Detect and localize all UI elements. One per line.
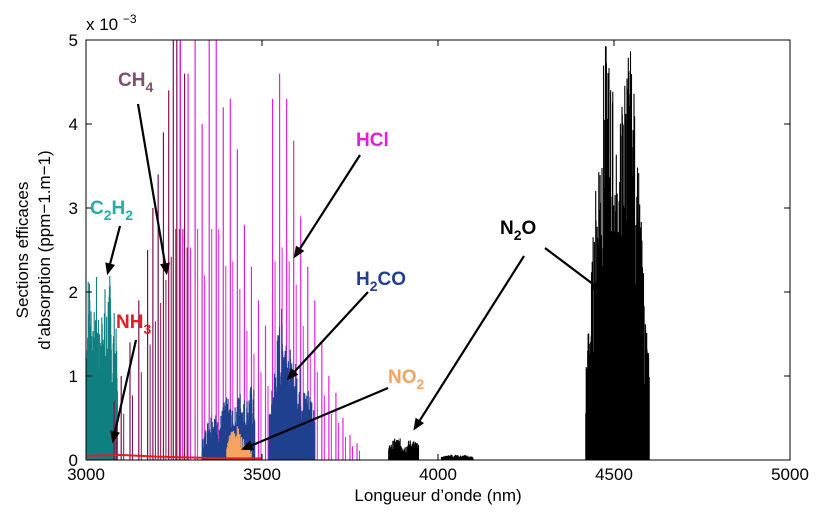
annotation-arrowhead-ch4 [160, 262, 170, 276]
annotation-label-nh3: NH3 [116, 312, 151, 337]
y-tick-label: 0 [69, 451, 78, 470]
y-axis-label-line2: d’absorption (ppm−1.m−1) [35, 150, 54, 349]
x-tick-label: 3000 [67, 465, 105, 484]
y-tick-label: 2 [69, 283, 78, 302]
annotation-arrow-nh3 [114, 339, 138, 432]
annotation-arrow-c2h2 [109, 225, 122, 264]
annotation-label-hcl: HCl [356, 130, 389, 151]
annotation-arrowhead-hcl [293, 245, 305, 259]
plot-frame [85, 39, 791, 461]
x-tick-label: 4500 [595, 465, 633, 484]
baseline-nh3 [86, 453, 262, 460]
annotation-no2: NO2 [240, 367, 425, 450]
annotation-h2co: H2CO [286, 269, 406, 381]
band-n2o [388, 438, 420, 460]
annotation-arrow-n2o [544, 247, 595, 286]
annotation-label-n2o: N2O [500, 218, 536, 243]
annotation-hcl: HCl [293, 130, 389, 259]
annotation-arrow-n2o [418, 255, 525, 422]
x-tick-label: 4000 [419, 465, 457, 484]
annotation-arrowhead-n2o [413, 417, 425, 431]
annotation-arrow-hcl [299, 154, 361, 249]
series-layer [86, 40, 650, 460]
annotation-ch4: CH4 [118, 70, 170, 276]
series-nh3 [86, 453, 262, 460]
y-tick-label: 1 [69, 367, 78, 386]
annotation-arrow-no2 [251, 386, 389, 447]
band-n2o [440, 454, 474, 460]
annotation-c2h2: C2H2 [90, 198, 133, 276]
annotation-arrowhead-c2h2 [105, 262, 115, 276]
annotation-arrowhead-h2co [286, 367, 299, 381]
x-axis-label: Longueur d’onde (nm) [354, 486, 521, 505]
band-no2 [226, 426, 252, 460]
annotation-label-no2: NO2 [388, 367, 425, 392]
annotation-label-h2co: H2CO [356, 269, 406, 294]
annotation-arrowhead-nh3 [110, 430, 120, 444]
annotation-label-c2h2: C2H2 [90, 198, 133, 223]
annotation-layer: CH4 HCl C2H2 NH3 H2CO NO2 N2O [90, 70, 604, 450]
series-no2 [226, 426, 252, 460]
band-n2o [585, 46, 650, 460]
series-n2o [388, 46, 650, 460]
y-multiplier-exponent: −3 [123, 12, 137, 26]
ticks-layer: 3000 3500 4000 4500 5000 0 1 2 3 4 5 [67, 31, 809, 484]
y-tick-label: 3 [69, 199, 78, 218]
y-tick-label: 4 [69, 115, 78, 134]
y-multiplier: x 10 −3 [86, 12, 137, 34]
annotation-arrowhead-n2o [590, 280, 604, 292]
y-multiplier-base: x 10 [86, 15, 118, 34]
y-axis-label-line1: Sections efficaces [13, 182, 32, 319]
annotation-nh3: NH3 [110, 312, 151, 444]
annotation-arrow-ch4 [136, 103, 167, 264]
annotation-arrow-h2co [293, 291, 369, 373]
series-ch4 [113, 40, 188, 460]
x-tick-label: 3500 [243, 465, 281, 484]
annotation-arrowhead-no2 [240, 440, 254, 450]
y-tick-label: 5 [69, 31, 78, 50]
series-hcl [179, 40, 361, 460]
x-tick-label: 5000 [771, 465, 809, 484]
annotation-label-ch4: CH4 [118, 70, 153, 95]
annotation-n2o: N2O [413, 218, 604, 431]
